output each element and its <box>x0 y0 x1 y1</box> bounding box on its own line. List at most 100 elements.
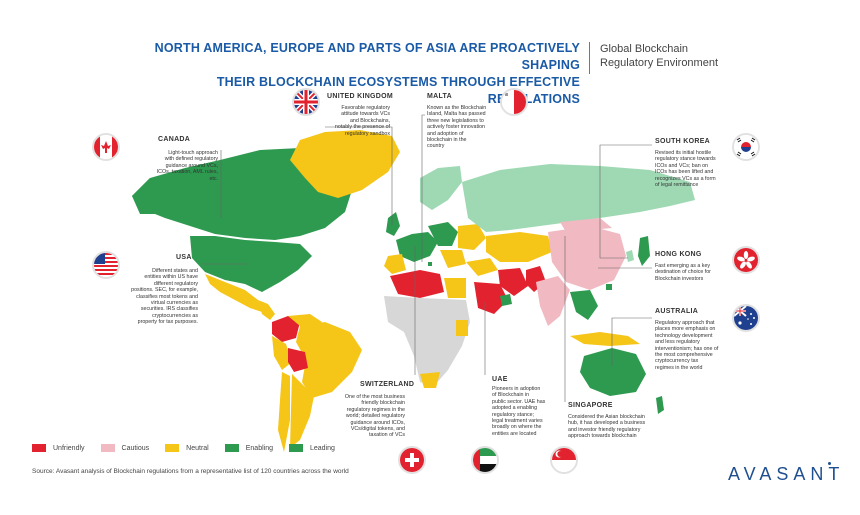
region-canada[interactable] <box>132 148 352 240</box>
hong-kong-name: HONG KONG <box>655 251 702 258</box>
description-line: hub, it has developed a business <box>568 420 646 427</box>
singapore-description: Considered the Asian blockchain hub, it h… <box>568 414 658 440</box>
region-alaska[interactable] <box>132 178 170 214</box>
description-line: with defined regulatory <box>164 156 218 163</box>
region-colombia[interactable] <box>272 316 300 342</box>
region-russia[interactable] <box>462 164 695 232</box>
singapore-name: SINGAPORE <box>568 402 613 409</box>
region-south-africa[interactable] <box>420 372 440 388</box>
description-line: Known as the Blockchain <box>427 105 487 111</box>
region-china[interactable] <box>548 226 626 290</box>
switzerland-description: One of the most business friendly blockch… <box>330 394 405 439</box>
region-kenya[interactable] <box>456 320 468 336</box>
connector-uk <box>325 126 393 225</box>
region-saudi[interactable] <box>474 282 508 314</box>
description-line: and adoption of <box>427 130 464 137</box>
region-uk[interactable] <box>386 212 400 236</box>
region-india[interactable] <box>536 276 570 326</box>
malta-name: MALTA <box>427 93 452 100</box>
description-line: public sector. UAE has <box>492 398 546 405</box>
description-line: and investor friendly regulatory <box>568 426 641 433</box>
region-mexico[interactable] <box>205 274 262 312</box>
description-line: and Blockchains, <box>349 117 390 124</box>
description-line: Pioneers in adoption <box>492 386 541 392</box>
region-malta[interactable] <box>428 262 432 266</box>
description-line: classifies most tokens and <box>136 293 198 300</box>
australia-description: Regulatory approach that places more emph… <box>655 320 735 371</box>
description-line: etc. <box>209 175 218 182</box>
subtitle-line-1: Global Blockchain <box>600 43 689 55</box>
legend-label: Unfriendly <box>53 444 85 452</box>
region-argentina[interactable] <box>290 374 314 448</box>
usa-flag-icon <box>92 251 120 279</box>
connector-australia <box>611 317 652 366</box>
source-note: Source: Avasant analysis of Blockchain r… <box>32 468 349 475</box>
canada-name: CANADA <box>158 136 191 143</box>
region-north-africa[interactable] <box>390 270 444 298</box>
region-turkey[interactable] <box>466 258 498 276</box>
region-mongolia[interactable] <box>560 218 612 232</box>
canada-description: Light-touch approach with defined regulat… <box>138 150 218 182</box>
region-new-zealand[interactable] <box>656 396 664 414</box>
region-peru[interactable] <box>272 336 292 370</box>
description-line: Island, Malta has passed <box>427 111 486 118</box>
description-line: Different states and <box>152 268 198 274</box>
south-korea-description: Revised its initial hostile regulatory st… <box>655 150 735 188</box>
malta-flag-icon <box>500 88 528 116</box>
legend-swatch <box>32 444 46 452</box>
hong-kong-description: Fast emerging as a key destination of cho… <box>655 263 735 282</box>
region-scandinavia[interactable] <box>420 166 462 210</box>
description-line: of legal remittance <box>655 182 699 189</box>
region-greenland[interactable] <box>290 130 400 198</box>
region-central-america[interactable] <box>258 300 275 320</box>
legend-swatch <box>224 444 239 452</box>
region-balkans[interactable] <box>440 250 466 268</box>
description-line: of Blockchain in <box>492 392 530 399</box>
region-iberia[interactable] <box>384 254 406 274</box>
description-line: approach towards blockchain <box>568 433 637 440</box>
switzerland-flag-icon <box>398 446 426 474</box>
legend-label: Cautious <box>121 444 150 452</box>
description-line: three new legislations to <box>427 117 484 124</box>
region-australia[interactable] <box>580 348 646 396</box>
description-line: entities are located <box>492 430 537 437</box>
legend-swatch <box>100 444 115 452</box>
description-line: Light-touch approach <box>168 150 218 156</box>
region-southeast-asia[interactable] <box>570 290 598 320</box>
region-central-asia[interactable] <box>486 232 552 262</box>
region-switzerland[interactable] <box>414 244 420 248</box>
description-line: Regulatory approach that <box>655 320 715 326</box>
uae-name: UAE <box>492 376 508 383</box>
region-chile[interactable] <box>278 372 290 452</box>
malta-description: Known as the Blockchain Island, Malta has… <box>427 105 499 150</box>
region-usa[interactable] <box>190 236 312 292</box>
description-line: broadly on where the <box>492 424 542 431</box>
region-uae[interactable] <box>500 294 512 306</box>
description-line: friendly blockchain <box>361 400 405 407</box>
description-line: adopted a enabling <box>492 405 538 412</box>
description-line: and less regulatory <box>655 339 700 346</box>
legend-label: Enabling <box>245 444 273 452</box>
region-iran[interactable] <box>498 268 528 296</box>
description-line: VCs/digital tokens, and <box>350 426 405 433</box>
region-bolivia[interactable] <box>288 348 308 372</box>
page-subtitle: Global Blockchain Regulatory Environment <box>600 42 760 70</box>
description-line: property for tax purposes. <box>137 319 198 326</box>
description-line: guidance around VCs, <box>165 162 218 169</box>
description-line: Considered the Asian blockchain <box>568 414 645 420</box>
region-indonesia[interactable] <box>570 332 640 346</box>
region-egypt[interactable] <box>444 278 466 298</box>
region-eastern-europe[interactable] <box>458 224 486 250</box>
region-south-korea[interactable] <box>626 250 634 262</box>
region-hong-kong[interactable] <box>606 284 612 290</box>
uk-name: UNITED KINGDOM <box>327 93 394 100</box>
region-central-europe[interactable] <box>428 222 458 246</box>
region-brazil[interactable] <box>296 322 362 398</box>
description-line: regimes in the world <box>655 364 703 371</box>
region-japan[interactable] <box>638 236 650 266</box>
subtitle-line-2: Regulatory Environment <box>600 57 719 69</box>
description-line: taxation of VCs <box>369 432 405 439</box>
region-africa[interactable] <box>384 296 470 386</box>
description-line: the most comprehensive <box>655 352 713 359</box>
description-line: Fast emerging as a key <box>655 263 711 269</box>
